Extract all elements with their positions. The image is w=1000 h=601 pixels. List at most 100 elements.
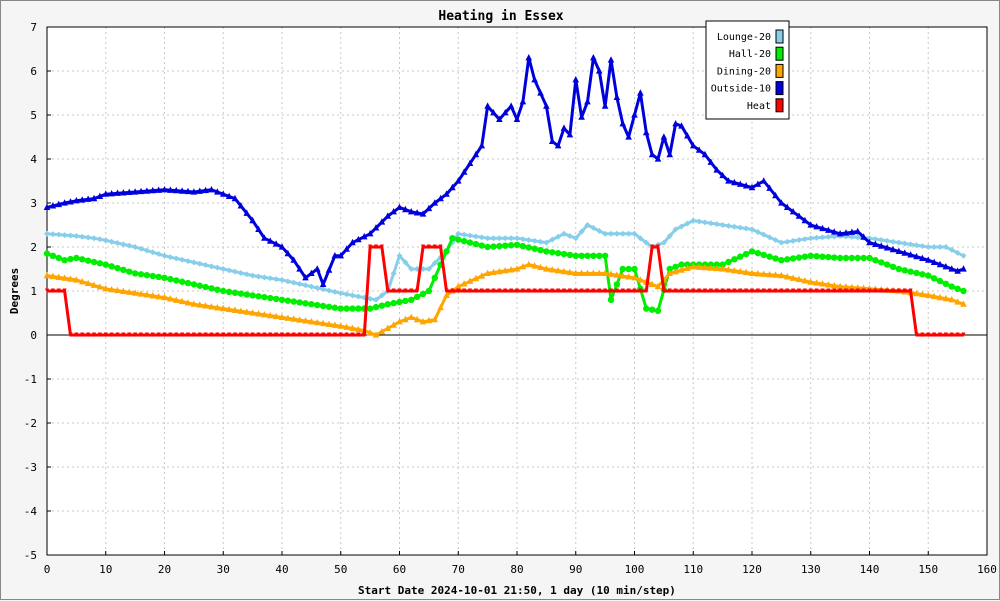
data-point: [114, 286, 121, 294]
data-point: [396, 203, 403, 210]
data-point: [842, 254, 850, 262]
data-point: [795, 212, 803, 219]
data-point: [666, 265, 673, 273]
data-point: [126, 242, 133, 249]
data-point: [883, 244, 891, 251]
data-point: [531, 237, 538, 244]
data-point: [614, 288, 619, 293]
data-point: [255, 310, 262, 317]
data-point: [703, 288, 707, 293]
data-point: [55, 200, 63, 208]
data-point: [490, 243, 497, 250]
data-point: [596, 252, 603, 259]
data-point: [930, 258, 938, 265]
data-point: [702, 219, 708, 226]
data-point: [496, 235, 503, 242]
data-point: [237, 202, 245, 209]
data-point: [819, 224, 826, 232]
data-point: [208, 303, 215, 310]
data-point: [790, 237, 797, 244]
data-point: [296, 299, 303, 306]
data-point: [319, 280, 327, 287]
data-point: [943, 332, 948, 337]
data-point: [278, 243, 286, 250]
data-point: [543, 265, 550, 272]
data-point: [497, 288, 502, 293]
legend-swatch: [775, 98, 784, 113]
data-point: [802, 288, 807, 293]
data-point: [919, 271, 926, 278]
y-tick-label: 6: [30, 65, 37, 78]
data-point: [278, 313, 286, 320]
data-point: [755, 288, 760, 293]
data-point: [819, 253, 826, 260]
data-point: [954, 298, 961, 305]
data-point: [648, 280, 656, 287]
data-point: [466, 239, 474, 246]
data-point: [825, 253, 832, 261]
data-point: [43, 250, 51, 257]
data-point: [138, 245, 144, 252]
data-point: [366, 329, 374, 336]
data-point: [443, 248, 450, 255]
data-point: [813, 222, 820, 230]
data-point: [255, 225, 262, 232]
data-point: [631, 230, 638, 237]
legend-label: Outside-10: [711, 84, 771, 95]
data-point: [184, 187, 192, 195]
data-point: [408, 296, 415, 303]
data-point: [290, 256, 298, 263]
data-point: [672, 120, 679, 127]
data-point: [607, 296, 615, 303]
data-point: [272, 240, 280, 247]
data-point: [654, 282, 662, 290]
data-point: [767, 288, 772, 293]
data-point: [496, 267, 503, 275]
x-axis-ticks: 0 10 20 30 40 50 60 70 80 90 100 110 120 130 140 150 160: [44, 551, 997, 576]
data-point: [390, 321, 397, 328]
data-point: [331, 304, 339, 311]
data-point: [678, 122, 685, 129]
x-axis-label: Start Date 2024-10-01 21:50, 1 day (10 m…: [358, 584, 676, 597]
data-point: [355, 325, 362, 333]
data-point: [378, 218, 386, 225]
data-point: [313, 265, 321, 272]
data-point: [748, 269, 756, 276]
data-point: [278, 296, 286, 303]
data-point: [813, 253, 820, 260]
data-point: [720, 288, 725, 293]
data-point: [109, 332, 114, 337]
data-point: [313, 318, 321, 326]
data-point: [548, 137, 556, 144]
data-point: [519, 236, 526, 243]
data-point: [942, 280, 950, 288]
data-point: [603, 288, 608, 293]
data-point: [373, 296, 379, 303]
data-point: [402, 259, 409, 266]
data-point: [209, 332, 214, 337]
data-point: [308, 318, 315, 325]
data-point: [842, 229, 850, 236]
data-point: [243, 291, 250, 298]
legend: Lounge-20 Hall-20 Dining-20 Outside-10 Heat: [705, 20, 790, 120]
data-point: [854, 254, 861, 262]
data-point: [203, 332, 208, 337]
data-point: [419, 318, 427, 325]
series-dining-20: [43, 260, 967, 338]
data-point: [813, 279, 820, 286]
data-point: [883, 261, 891, 268]
data-point: [137, 290, 145, 297]
data-point: [249, 216, 256, 224]
data-point: [578, 252, 585, 259]
data-point: [355, 293, 362, 300]
data-point: [402, 315, 409, 323]
x-tick-label: 60: [393, 563, 406, 576]
data-point: [296, 316, 303, 323]
data-point: [431, 199, 439, 206]
x-tick-label: 90: [569, 563, 582, 576]
data-point: [689, 142, 697, 149]
data-point: [84, 195, 92, 202]
legend-swatch: [775, 46, 784, 61]
data-point: [560, 267, 568, 275]
